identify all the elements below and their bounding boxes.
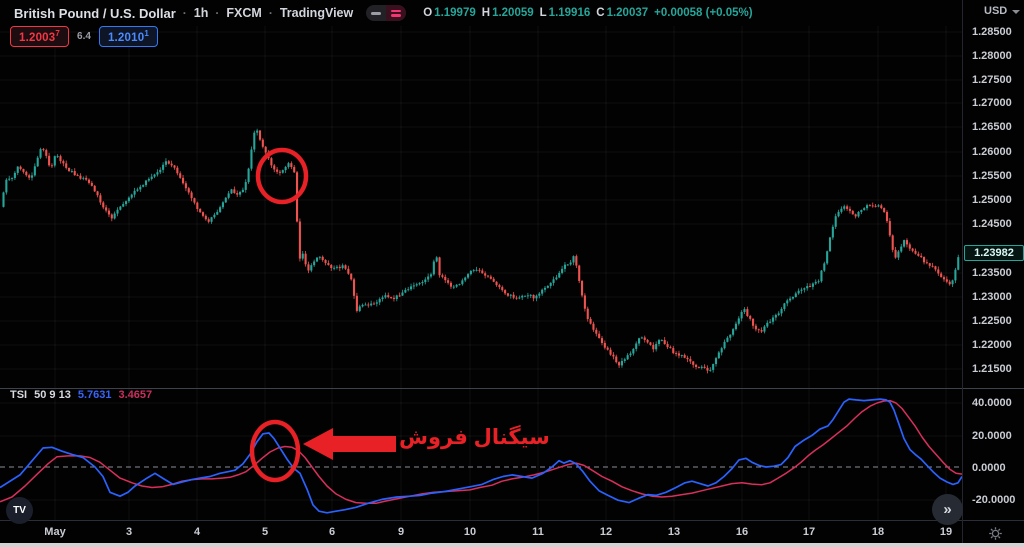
separator-dot: · [182, 6, 187, 20]
exchange-label: FXCM [226, 6, 262, 20]
bid-ask-panel: 1.20037 6.4 1.20101 [10, 26, 158, 47]
chevron-down-icon [1012, 10, 1021, 14]
time-axis-label: 18 [871, 526, 885, 538]
time-axis-separator [0, 520, 1024, 521]
indicator-axis-label: 20.0000 [972, 430, 1012, 442]
separator-dot: · [268, 6, 273, 20]
timeframe-label[interactable]: 1h [193, 6, 209, 20]
time-axis-label: May [44, 526, 66, 538]
left-arrow-annotation [303, 428, 396, 460]
currency-label: USD [984, 5, 1008, 17]
price-axis-label: 1.28000 [972, 50, 1012, 62]
indicator-axis-label: 40.0000 [972, 397, 1012, 409]
sell-signal-annotations [249, 147, 396, 483]
spread-value: 6.4 [77, 30, 91, 42]
expand-pane-button[interactable]: » [932, 494, 963, 525]
time-axis-label: 4 [193, 526, 201, 538]
settings-gear-icon[interactable] [988, 526, 1003, 541]
low-value: 1.19916 [548, 7, 591, 19]
time-axis-label: 16 [735, 526, 749, 538]
time-axis-label: 5 [261, 526, 269, 538]
minus-icon [371, 11, 382, 15]
sell-button[interactable]: 1.20037 [10, 26, 70, 47]
symbol-title[interactable]: British Pound / U.S. Dollar [14, 5, 176, 21]
high-value: 1.20059 [492, 7, 534, 19]
platform-label: TradingView [279, 6, 354, 20]
time-axis-label: 11 [532, 526, 544, 538]
candlestick-series [2, 128, 960, 374]
price-axis-label: 1.26000 [972, 146, 1012, 158]
time-axis-label: 10 [463, 526, 477, 538]
buy-button[interactable]: 1.20101 [98, 26, 158, 47]
currency-dropdown[interactable]: USD [984, 5, 1021, 17]
indicator-legend[interactable]: TSI 50 9 13 5.7631 3.4657 [10, 389, 152, 401]
ohlc-legend: O 1.19979 H 1.20059 L 1.19916 C 1.20037 … [423, 7, 752, 19]
series-quick-actions [366, 5, 407, 21]
tradingview-logo[interactable]: TV [6, 497, 33, 524]
double-chevron-right-icon: » [943, 501, 952, 518]
time-axis-label: 3 [125, 526, 133, 538]
time-axis-label: 19 [939, 526, 953, 538]
high-label: H [481, 7, 491, 19]
time-axis-label: 17 [802, 526, 816, 538]
low-label: L [539, 7, 547, 19]
tsi-line-signal [0, 399, 963, 505]
hide-series-button[interactable] [366, 5, 386, 21]
indicator-axis-label: 0.0000 [972, 462, 1006, 474]
time-axis-label: 6 [328, 526, 336, 538]
indicator-fast-value: 5.7631 [77, 389, 112, 401]
last-price-badge: 1.23982 [964, 245, 1024, 261]
price-axis-label: 1.23500 [972, 267, 1012, 279]
sell-signal-label: سیگنال فروش [399, 426, 550, 449]
close-value: 1.20037 [606, 7, 649, 19]
series-alert-button[interactable] [386, 5, 407, 21]
price-circle-annotation [255, 147, 309, 205]
price-axis-label: 1.28500 [972, 26, 1012, 38]
price-axis-label: 1.25500 [972, 170, 1012, 182]
open-value: 1.19979 [434, 7, 476, 19]
indicator-name: TSI [10, 389, 28, 401]
double-tilde-icon [391, 9, 402, 17]
pane-separator[interactable] [0, 388, 1024, 389]
price-axis-label: 1.23000 [972, 291, 1012, 303]
open-label: O [423, 7, 433, 19]
price-axis-label: 1.22500 [972, 315, 1012, 327]
time-axis-label: 13 [667, 526, 681, 538]
tsi-line-tsi [0, 398, 963, 514]
separator-dot: · [215, 6, 220, 20]
close-label: C [596, 7, 605, 19]
page-scrollbar[interactable] [0, 543, 1024, 547]
change-value: +0.00058 (+0.05%) [654, 7, 753, 19]
price-axis-separator [962, 0, 963, 543]
time-axis-label: 12 [599, 526, 613, 538]
indicator-axis-label: -20.0000 [972, 494, 1016, 506]
indicator-slow-value: 3.4657 [118, 389, 153, 401]
gridlines [0, 26, 962, 520]
price-axis-label: 1.24500 [972, 218, 1012, 230]
price-axis-label: 1.21500 [972, 363, 1012, 375]
price-axis-label: 1.22000 [972, 339, 1012, 351]
tsi-circle-annotation [249, 419, 301, 483]
indicator-params: 50 9 13 [34, 389, 71, 401]
price-axis-label: 1.26500 [972, 121, 1012, 133]
symbol-header: British Pound / U.S. Dollar · 1h · FXCM … [14, 4, 753, 22]
price-axis-label: 1.27000 [972, 97, 1012, 109]
time-axis-label: 9 [397, 526, 405, 538]
price-axis-label: 1.25000 [972, 194, 1012, 206]
price-axis-label: 1.27500 [972, 74, 1012, 86]
